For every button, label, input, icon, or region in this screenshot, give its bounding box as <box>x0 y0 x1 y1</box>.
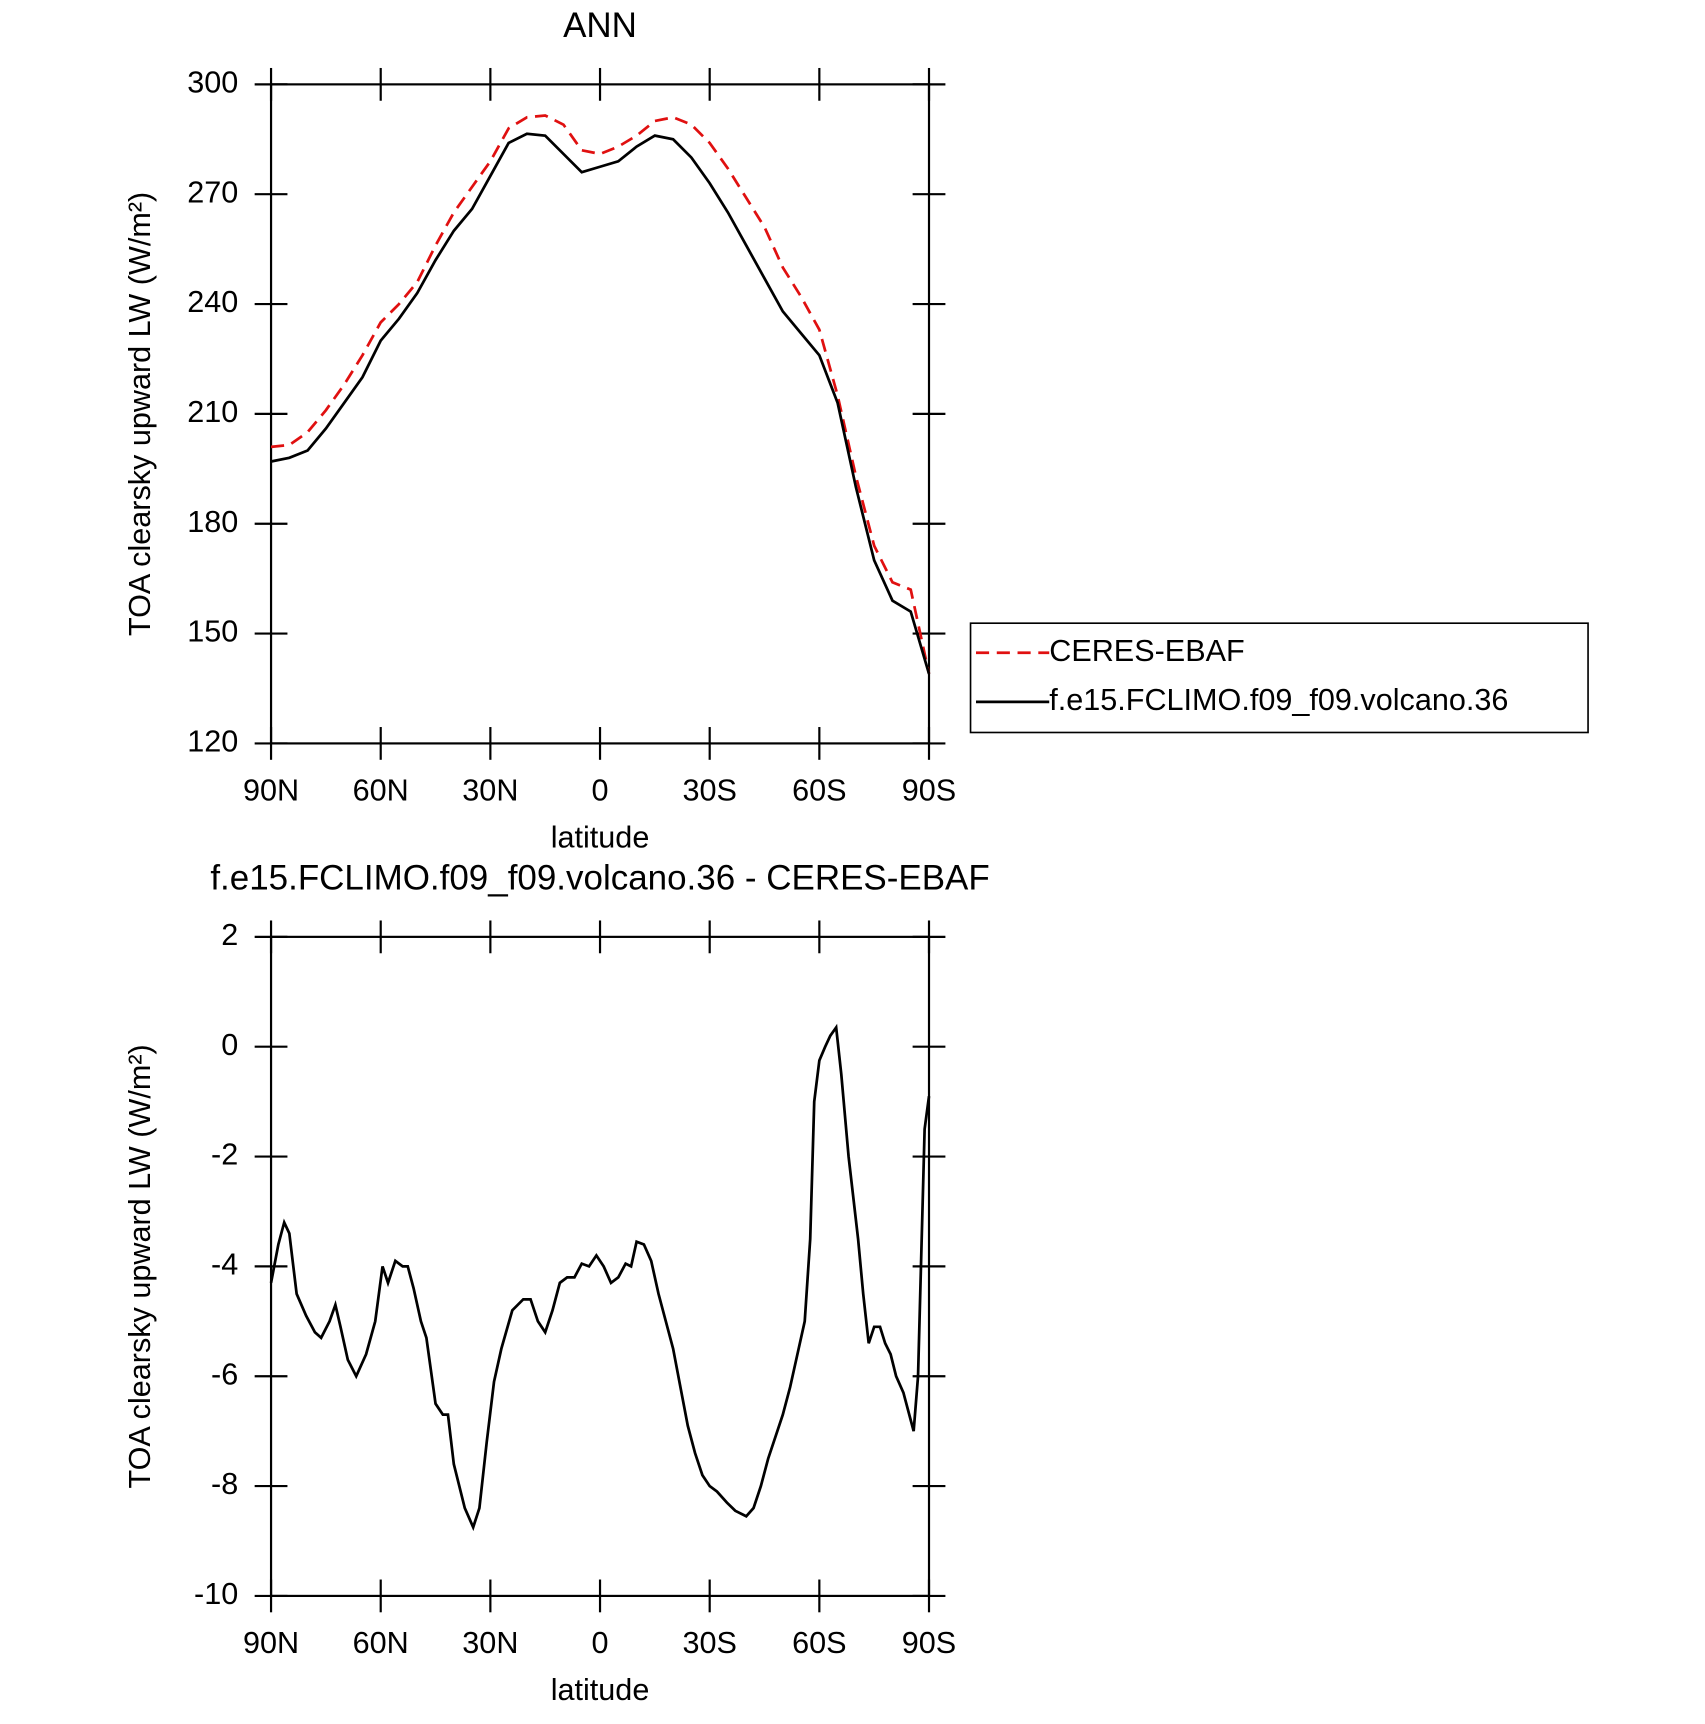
x-tick-label: 60S <box>792 774 846 808</box>
legend-label: f.e15.FCLIMO.f09_f09.volcano.36 <box>1049 683 1508 717</box>
data-line <box>270 114 931 675</box>
x-tick-label: 30N <box>462 1626 518 1660</box>
legend-label: CERES-EBAF <box>1049 634 1245 668</box>
y-tick-label: 120 <box>187 724 238 758</box>
y-tick-label: 150 <box>187 615 238 649</box>
y-tick-label: -2 <box>211 1138 238 1172</box>
y-tick-label: 180 <box>187 505 238 539</box>
y-tick-label: 210 <box>187 395 238 429</box>
x-tick-label: 90S <box>902 1626 956 1660</box>
y-tick-label: -10 <box>194 1577 238 1611</box>
x-tick-label: 60N <box>353 774 409 808</box>
x-tick-label: 30S <box>682 1626 736 1660</box>
data-line <box>269 1023 931 1532</box>
x-tick-label: 90N <box>243 774 299 808</box>
data-line <box>270 132 931 675</box>
y-axis-label: TOA clearsky upward LW (W/m²) <box>123 1044 157 1488</box>
x-tick-label: 0 <box>592 1626 609 1660</box>
plot-frame <box>269 83 931 745</box>
x-tick-label: 60N <box>353 1626 409 1660</box>
x-tick-label: 0 <box>592 774 609 808</box>
x-tick-label: 60S <box>792 1626 846 1660</box>
x-tick-label: 30S <box>682 774 736 808</box>
y-tick-label: 300 <box>187 65 238 99</box>
x-axis-label: latitude <box>551 1673 650 1707</box>
y-tick-label: -6 <box>211 1357 238 1391</box>
x-tick-label: 90N <box>243 1626 299 1660</box>
x-axis-label: latitude <box>551 821 650 855</box>
x-tick-label: 30N <box>462 774 518 808</box>
y-tick-label: -4 <box>211 1247 238 1281</box>
chart-title: f.e15.FCLIMO.f09_f09.volcano.36 - CERES-… <box>210 858 989 897</box>
x-tick-label: 90S <box>902 774 956 808</box>
y-tick-label: -8 <box>211 1467 238 1501</box>
y-tick-label: 2 <box>221 918 238 952</box>
chart-title: ANN <box>563 6 637 45</box>
y-tick-label: 270 <box>187 175 238 209</box>
y-axis-label: TOA clearsky upward LW (W/m²) <box>123 192 157 636</box>
y-tick-label: 0 <box>221 1028 238 1062</box>
y-tick-label: 240 <box>187 285 238 319</box>
legend-box <box>969 622 1589 734</box>
